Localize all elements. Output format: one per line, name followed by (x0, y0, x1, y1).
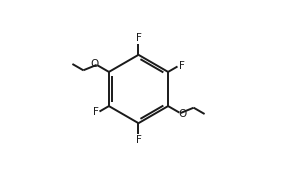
Text: O: O (178, 109, 186, 119)
Text: F: F (93, 106, 99, 117)
Text: F: F (135, 135, 141, 145)
Text: O: O (91, 59, 99, 69)
Text: F: F (179, 61, 184, 72)
Text: F: F (135, 33, 141, 43)
